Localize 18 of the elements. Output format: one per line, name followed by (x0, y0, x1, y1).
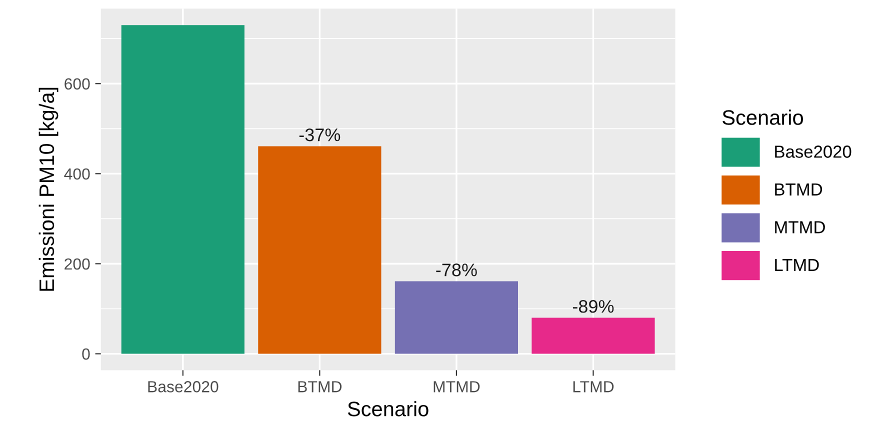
y-tick-label: 200 (64, 258, 90, 270)
y-tick-label: 400 (64, 168, 90, 180)
y-tick-label: 600 (64, 78, 90, 90)
legend-label: BTMD (775, 184, 822, 196)
x-tick-label: Base2020 (148, 381, 218, 392)
annotation: -89% (572, 300, 614, 313)
x-tick-label: LTMD (573, 381, 614, 392)
annotation: -37% (299, 128, 340, 142)
x-tick-label: MTMD (434, 381, 480, 392)
legend-title: Scenario (722, 110, 803, 125)
legend-label: MTMD (775, 221, 825, 234)
x-axis-title: Scenario (348, 401, 428, 416)
annotation: -78% (436, 264, 477, 276)
y-tick-label: 0 (82, 348, 90, 360)
legend-label: LTMD (775, 259, 819, 271)
y-axis-title: Emissioni PM10 [kg/a] (38, 88, 58, 291)
x-tick-label: BTMD (298, 381, 342, 392)
legend-label: Base2020 (775, 146, 852, 158)
